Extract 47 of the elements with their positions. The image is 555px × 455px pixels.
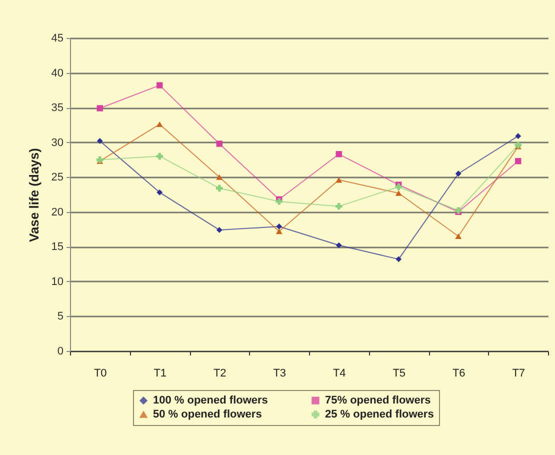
y-tick-label: 15: [51, 241, 64, 254]
point: [96, 105, 103, 112]
legend-label: 25 % opened flowers: [325, 408, 434, 420]
x-tick-label: T6: [452, 368, 466, 380]
y-tick-label: 0: [57, 346, 64, 358]
y-tick-label: 20: [51, 206, 64, 218]
point: [336, 177, 342, 183]
x-tick-label: T4: [332, 368, 346, 380]
y-tick-label: 10: [51, 276, 64, 288]
y-tick-label: 5: [57, 310, 64, 323]
point: [395, 190, 402, 196]
y-axis-title: Vase life (days): [26, 148, 42, 242]
legend-label: 100 % opened flowers: [153, 394, 268, 407]
x-tick-label: T7: [512, 368, 526, 380]
point: [276, 224, 282, 230]
y-tick-label: 40: [51, 67, 64, 80]
x-tick-label: T3: [273, 368, 286, 380]
y-tick-label: 35: [51, 102, 64, 114]
point: [336, 202, 342, 210]
y-tick-label: 25: [51, 172, 64, 184]
x-tick-label: T2: [213, 368, 226, 380]
legend-label: 75% opened flowers: [325, 394, 431, 407]
x-tick-label: T5: [392, 368, 406, 380]
point: [336, 242, 342, 248]
point: [276, 228, 282, 234]
point: [396, 256, 402, 262]
point: [455, 170, 462, 177]
point: [216, 227, 222, 233]
legend-label: 50 % opened flowers: [153, 408, 262, 420]
point: [156, 82, 163, 88]
point: [156, 121, 163, 128]
point: [455, 233, 462, 240]
point: [276, 198, 282, 205]
x-tick-label: T1: [154, 368, 167, 380]
point: [156, 152, 163, 160]
point: [216, 174, 223, 180]
point: [515, 133, 522, 140]
point: [216, 140, 222, 147]
x-tick-label: T0: [94, 368, 107, 380]
point: [216, 184, 223, 192]
point: [395, 183, 402, 190]
point: [96, 138, 103, 144]
point: [336, 151, 342, 158]
y-tick-label: 45: [51, 32, 64, 44]
point: [156, 189, 163, 196]
point: [515, 158, 522, 164]
y-tick-label: 30: [51, 136, 64, 149]
